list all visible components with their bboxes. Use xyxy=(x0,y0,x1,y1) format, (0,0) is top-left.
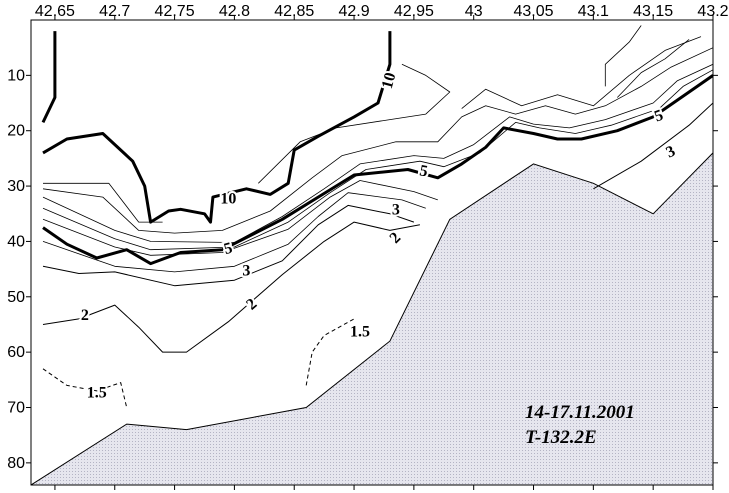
isoline-3-4 xyxy=(593,102,713,190)
isoline-thin-7 xyxy=(461,36,702,109)
isoline-thin-4 xyxy=(42,47,713,234)
isoline-thin-6 xyxy=(258,63,451,184)
isoline-10-1 xyxy=(42,31,392,224)
isoline-thin-8 xyxy=(604,25,642,87)
x-tick-label: 43.2 xyxy=(697,3,728,20)
contour-label-7: 3 xyxy=(664,143,678,162)
x-tick-label: 42.8 xyxy=(219,3,250,20)
contour-label-11: 1.5 xyxy=(350,323,370,340)
contour-label-0: 10 xyxy=(379,71,400,91)
contour-label-1: 10 xyxy=(220,191,236,208)
isoline-thin-9 xyxy=(617,39,690,98)
contour-label-10: 2 xyxy=(387,229,405,247)
x-tick-label: 43.15 xyxy=(633,3,673,20)
x-tick-label: 42.95 xyxy=(394,3,434,20)
plot-frame xyxy=(30,19,714,486)
x-tick-label: 42.65 xyxy=(35,3,75,20)
isoline-10-0 xyxy=(41,31,57,124)
y-tick-label: 30 xyxy=(7,178,25,195)
y-tick-label: 40 xyxy=(7,233,25,250)
isoline-5-2 xyxy=(42,74,713,266)
y-tick-label: 10 xyxy=(7,67,25,84)
annotation-date: 14-17.11.2001 xyxy=(525,402,635,423)
y-tick-label: 60 xyxy=(7,344,25,361)
x-tick-label: 43.05 xyxy=(514,3,554,20)
isoline-thin-5 xyxy=(43,182,163,223)
isoline-1_5-7 xyxy=(305,318,355,386)
contour-label-5: 3 xyxy=(392,202,400,219)
contour-label-6: 3 xyxy=(242,263,250,280)
annotation-section: T-132.2E xyxy=(525,427,597,448)
y-tick-label: 20 xyxy=(7,123,25,140)
isoline-2-5 xyxy=(42,221,420,353)
isoline-3-3 xyxy=(42,204,415,287)
x-tick-label: 42.85 xyxy=(274,3,314,20)
annotation-block: 14-17.11.2001 T-132.2E xyxy=(525,402,635,448)
y-tick-label: 80 xyxy=(7,455,25,472)
contour-label-9: 2 xyxy=(243,295,260,313)
x-tick-label: 42.75 xyxy=(155,3,195,20)
x-tick-label: 43.1 xyxy=(578,3,609,20)
y-tick-label: 50 xyxy=(7,289,25,306)
x-tick-label: 43 xyxy=(465,3,483,20)
isoline-thin-0 xyxy=(42,63,713,243)
x-tick-label: 42.9 xyxy=(338,3,369,20)
contour-label-8: 2 xyxy=(81,307,89,324)
contour-label-12: 1.5 xyxy=(87,384,107,401)
y-tick-label: 70 xyxy=(7,400,25,417)
isoline-thin-1 xyxy=(42,69,713,251)
x-tick-label: 42.7 xyxy=(99,3,130,20)
isoline-thin-3 xyxy=(42,192,426,273)
isoline-1_5-6 xyxy=(42,368,128,408)
contour-label-2: 5 xyxy=(418,162,429,180)
seafloor-area xyxy=(31,152,713,485)
